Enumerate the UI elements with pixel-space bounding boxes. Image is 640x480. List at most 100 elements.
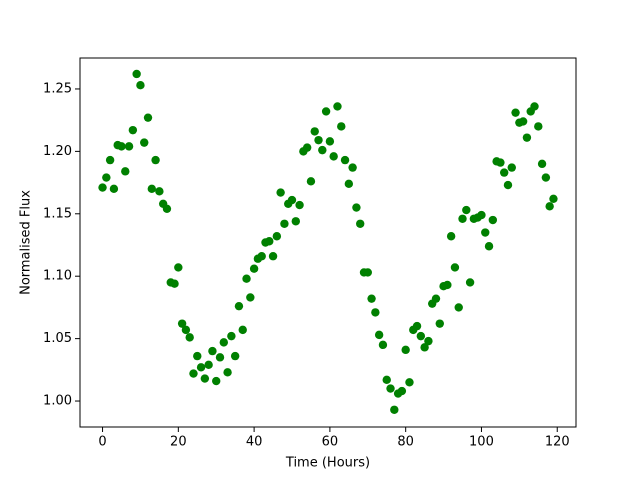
y-tick-label: 1.20: [43, 144, 72, 159]
data-point: [227, 331, 236, 341]
data-point: [443, 280, 452, 290]
data-point: [363, 268, 372, 277]
y-axis-label: Normalised Flux: [19, 190, 34, 295]
x-tick-label: 0: [98, 435, 106, 450]
data-point: [128, 125, 138, 135]
data-point: [223, 368, 232, 377]
data-point: [200, 374, 210, 383]
data-point: [503, 180, 513, 190]
data-point: [143, 113, 153, 122]
data-point: [291, 217, 300, 226]
data-point: [477, 210, 486, 220]
data-point: [132, 69, 141, 79]
data-point: [280, 219, 289, 228]
data-point: [541, 173, 551, 182]
data-point: [98, 183, 107, 192]
x-tick-label: 120: [545, 435, 570, 450]
data-point: [530, 102, 539, 111]
data-point: [329, 152, 338, 161]
x-tick-label: 20: [170, 435, 187, 450]
data-point: [121, 167, 130, 176]
data-point: [257, 252, 266, 261]
x-tick-label: 40: [246, 435, 263, 450]
data-point: [325, 137, 335, 146]
data-point: [382, 375, 391, 385]
data-point: [272, 232, 282, 241]
data-point: [462, 205, 471, 215]
data-point: [416, 331, 426, 341]
data-point: [454, 303, 463, 312]
data-point: [507, 163, 516, 172]
data-point: [450, 263, 460, 272]
data-point: [484, 242, 494, 251]
data-point: [314, 135, 323, 145]
data-point: [337, 122, 346, 131]
data-point: [249, 264, 259, 273]
x-tick-label: 100: [469, 435, 494, 450]
data-point: [287, 195, 297, 205]
data-point: [242, 274, 251, 283]
data-point: [230, 351, 240, 361]
data-point: [208, 346, 217, 356]
data-point: [518, 117, 528, 126]
data-point: [151, 155, 160, 165]
data-point: [102, 173, 111, 182]
data-point: [321, 107, 331, 116]
data-point: [155, 187, 164, 196]
data-point: [238, 325, 247, 335]
data-point: [318, 145, 327, 155]
data-point: [124, 142, 134, 151]
data-point: [215, 353, 225, 362]
data-point: [181, 325, 191, 335]
y-tick-label: 1.15: [43, 206, 72, 221]
data-point: [234, 301, 244, 311]
data-point: [204, 360, 213, 370]
data-point: [424, 336, 433, 346]
data-point: [147, 184, 157, 194]
data-point: [390, 405, 399, 414]
axes-frame: [79, 57, 577, 428]
data-point: [268, 252, 278, 261]
data-point: [431, 294, 441, 303]
data-point: [174, 263, 183, 272]
data-point: [265, 237, 274, 246]
data-point: [420, 343, 429, 352]
data-point: [246, 293, 255, 302]
x-axis-label: Time (Hours): [285, 456, 370, 471]
data-point: [545, 202, 554, 211]
data-point: [496, 158, 505, 167]
data-point: [465, 278, 475, 287]
y-tick-label: 1.00: [43, 394, 72, 409]
data-point: [367, 294, 376, 303]
data-point: [435, 319, 444, 328]
data-point: [401, 345, 410, 355]
data-point: [310, 127, 319, 136]
data-point: [219, 338, 228, 347]
data-point: [371, 308, 380, 317]
data-point: [136, 81, 145, 90]
data-point: [511, 108, 520, 117]
data-point: [117, 142, 126, 151]
data-point: [185, 333, 194, 342]
data-point: [386, 384, 395, 393]
data-point: [140, 138, 149, 147]
data-point: [162, 204, 172, 213]
x-tick-label: 80: [397, 435, 414, 450]
data-point: [405, 378, 414, 387]
data-point: [302, 143, 312, 152]
data-point: [306, 177, 316, 186]
data-point: [344, 179, 354, 189]
data-point: [212, 376, 221, 386]
data-point: [295, 200, 304, 210]
data-point: [356, 219, 365, 228]
data-point: [189, 369, 198, 378]
data-point: [446, 232, 456, 241]
x-tick-label: 60: [322, 435, 339, 450]
data-point: [481, 228, 490, 237]
data-point: [397, 386, 407, 396]
data-point: [522, 133, 532, 142]
data-point: [348, 163, 357, 172]
data-point: [374, 330, 384, 340]
data-point: [412, 321, 422, 331]
